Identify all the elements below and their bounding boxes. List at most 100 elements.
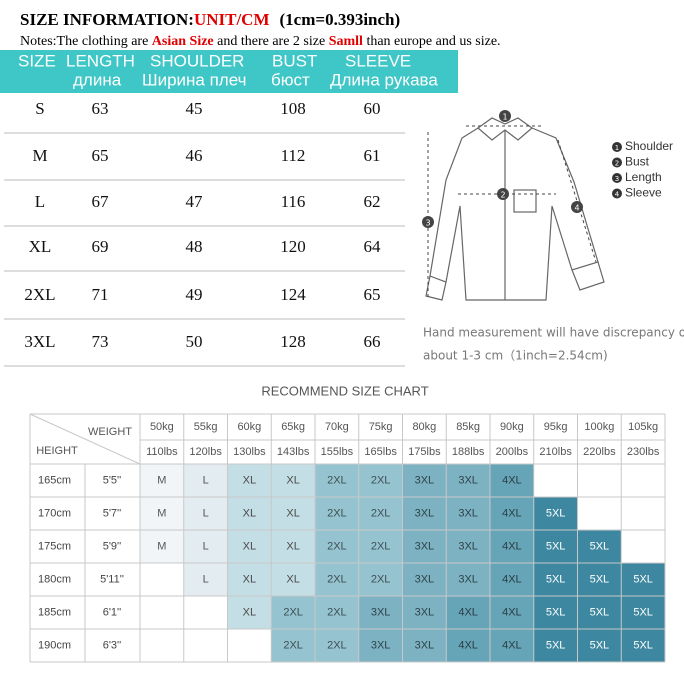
size-cell [358, 464, 403, 497]
size-cell [577, 596, 622, 629]
size-cell-label: 4XL [502, 474, 522, 486]
height-label: HEIGHT [36, 445, 78, 457]
size-cell [183, 563, 228, 596]
size-cell-label: 5XL [633, 573, 653, 585]
measurement: 50 [186, 332, 203, 351]
size-cell [490, 530, 534, 563]
marker-number: 4 [574, 204, 579, 213]
weight-kg: 80kg [412, 421, 436, 433]
size-cell-label: 5XL [590, 639, 610, 651]
column-header: LENGTH [66, 51, 135, 70]
weight-kg: 70kg [325, 421, 349, 433]
size-cell [402, 464, 447, 497]
size-cell-label: 5XL [633, 639, 653, 651]
weight-lbs: 230lbs [627, 446, 660, 458]
size-cell [271, 530, 315, 563]
size-cell [140, 464, 184, 497]
size-cell [358, 530, 403, 563]
weight-lbs: 155lbs [321, 446, 354, 458]
measurement-note: Hand measurement will have discrepancy o… [423, 326, 684, 340]
size-cell-label: 3XL [371, 639, 391, 651]
size-cell [315, 530, 359, 563]
measurement: 48 [186, 237, 203, 256]
height-cm: 175cm [38, 540, 71, 552]
size-label: S [35, 99, 44, 118]
size-cell-label: XL [286, 474, 299, 486]
weight-lbs: 210lbs [539, 446, 572, 458]
size-cell-label: 2XL [371, 540, 391, 552]
size-cell [227, 497, 272, 530]
size-cell [533, 596, 578, 629]
legend-number: 1 [615, 144, 619, 152]
size-cell-label: 2XL [327, 639, 347, 651]
height-cm: 185cm [38, 606, 71, 618]
size-cell [315, 464, 359, 497]
marker-number: 1 [502, 113, 507, 122]
size-cell [271, 497, 315, 530]
size-cell [446, 629, 490, 662]
weight-lbs: 120lbs [189, 446, 222, 458]
size-cell [227, 596, 272, 629]
measurement-note: about 1-3 cm（1inch=2.54cm) [423, 349, 608, 363]
height-ft: 5'5'' [103, 474, 122, 486]
size-cell [315, 497, 359, 530]
marker-number: 2 [500, 191, 505, 200]
size-cell [577, 629, 622, 662]
size-cell-label: L [203, 474, 209, 486]
size-cell-label: XL [243, 507, 256, 519]
notes-text: than europe and us size. [363, 34, 501, 49]
shirt-cuff-left [425, 275, 447, 301]
size-cell [227, 563, 272, 596]
size-cell-label: 5XL [590, 573, 610, 585]
size-cell-label: L [203, 507, 209, 519]
size-cell-label: XL [286, 507, 299, 519]
measurement: 46 [186, 146, 203, 165]
height-ft: 6'1'' [103, 606, 122, 618]
shirt-pocket [513, 189, 537, 213]
weight-kg: 105kg [628, 421, 658, 433]
legend-number: 4 [615, 191, 620, 199]
size-cell-label: XL [243, 540, 256, 552]
height-cm: 180cm [38, 573, 71, 585]
weight-kg: 75kg [369, 421, 393, 433]
size-cell-label: 3XL [415, 540, 435, 552]
size-cell [271, 629, 315, 662]
size-cell [490, 464, 534, 497]
size-cell-label: 2XL [327, 507, 347, 519]
size-cell [227, 530, 272, 563]
size-cell-label: 4XL [502, 573, 522, 585]
size-cell-label: 5XL [546, 606, 566, 618]
size-cell-label: M [157, 507, 166, 519]
marker-circle [571, 201, 583, 213]
column-header: BUST [272, 51, 317, 70]
size-cell-label: 2XL [371, 573, 391, 585]
weight-lbs: 110lbs [146, 446, 178, 458]
notes-highlight: Samll [329, 34, 363, 49]
measurement: 71 [92, 285, 109, 304]
column-header: SIZE [18, 51, 56, 70]
size-cell [446, 464, 490, 497]
size-cell-label: 2XL [327, 606, 347, 618]
weight-lbs: 143lbs [277, 446, 310, 458]
height-cm: 170cm [38, 507, 71, 519]
size-cell [490, 596, 534, 629]
size-cell [183, 497, 228, 530]
size-cell-label: 4XL [502, 639, 522, 651]
size-cell [446, 497, 490, 530]
size-label: L [35, 192, 45, 211]
legend-label: Shoulder [625, 139, 673, 153]
size-cell [402, 629, 447, 662]
measurement: 62 [364, 192, 381, 211]
height-ft: 6'3'' [103, 639, 122, 651]
size-cell-label: 3XL [458, 474, 478, 486]
size-label: XL [29, 237, 52, 256]
size-cell-label: 5XL [546, 507, 566, 519]
measurement: 67 [92, 192, 110, 211]
measurement: 124 [280, 285, 306, 304]
measurement: 73 [92, 332, 109, 351]
weight-kg: 60kg [237, 421, 261, 433]
size-cell [358, 497, 403, 530]
size-cell-label: 3XL [415, 474, 435, 486]
legend-number: 2 [615, 160, 619, 168]
size-cell [183, 530, 228, 563]
